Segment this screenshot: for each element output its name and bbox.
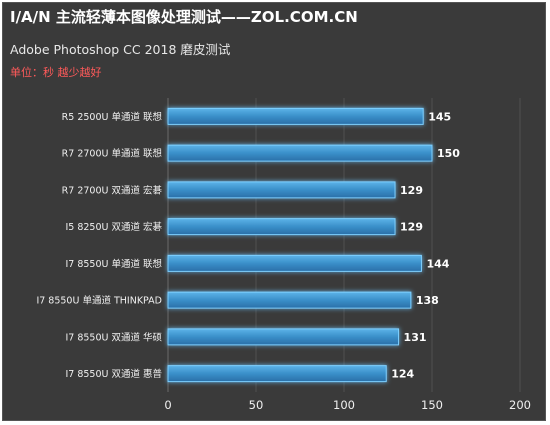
unit-note: 单位：秒 越少越好 (10, 66, 102, 79)
category-label: R5 2500U 单通道 联想 (62, 111, 163, 123)
value-label: 144 (426, 257, 449, 270)
value-label: 150 (437, 147, 460, 160)
chart-frame (2, 2, 546, 421)
x-tick-label: 150 (421, 398, 443, 412)
value-label: 129 (400, 184, 423, 197)
bar (167, 181, 396, 199)
bar (167, 218, 396, 236)
category-label: I7 8550U 单通道 THINKPAD (36, 295, 162, 307)
grid-lines (167, 98, 521, 392)
value-label: 124 (391, 368, 414, 381)
bar (167, 328, 400, 346)
category-label: I7 8550U 双通道 华硕 (65, 331, 162, 343)
bar (167, 144, 433, 162)
chart-subtitle: Adobe Photoshop CC 2018 磨皮测试 (10, 42, 231, 57)
chart-title: I/A/N 主流轻薄本图像处理测试——ZOL.COM.CN (10, 8, 358, 26)
category-label: I7 8550U 双通道 惠普 (65, 368, 162, 380)
value-label: 129 (400, 221, 423, 234)
x-tick-label: 0 (164, 398, 171, 412)
value-label: 131 (404, 331, 427, 344)
bar (167, 365, 387, 383)
category-label: I5 8250U 双通道 宏碁 (65, 221, 162, 233)
bar (167, 291, 412, 309)
value-label: 138 (416, 294, 439, 307)
category-label: R7 2700U 双通道 宏碁 (62, 184, 163, 196)
x-tick-label: 100 (333, 398, 355, 412)
category-label: R7 2700U 单通道 联想 (62, 148, 163, 160)
labels: 0 50 100 150 200 R5 2500U 单通道 联想 145 R7 2700U 单… (36, 110, 531, 412)
bar (167, 254, 422, 272)
bar (167, 107, 424, 125)
x-tick-label: 50 (249, 398, 264, 412)
category-label: I7 8550U 单通道 联想 (65, 258, 162, 270)
x-tick-label: 200 (509, 398, 531, 412)
value-label: 145 (428, 110, 451, 123)
bars (167, 107, 433, 383)
